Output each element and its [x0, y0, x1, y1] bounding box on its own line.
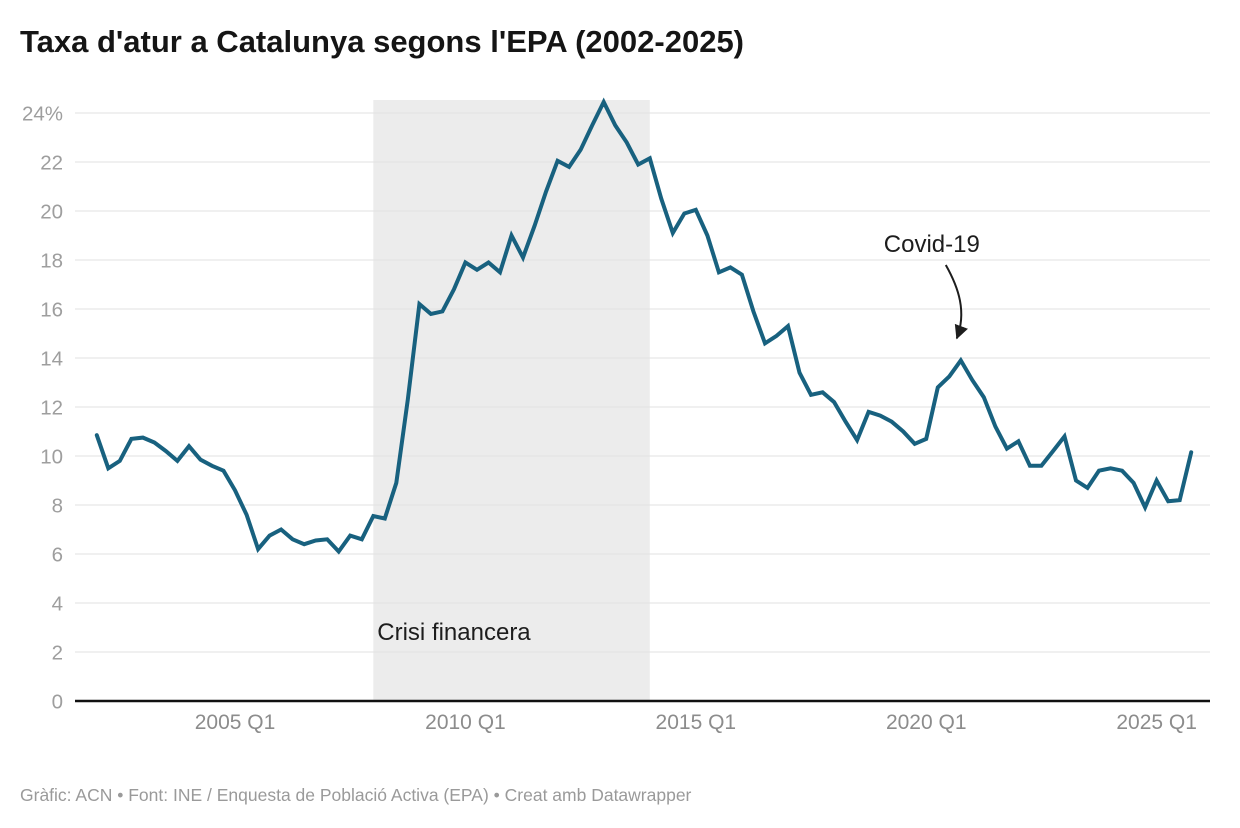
- y-axis-label-16: 16: [40, 299, 63, 322]
- unemployment-rate-line[interactable]: [94, 97, 1194, 555]
- x-axis-label-2005-Q1: 2005 Q1: [195, 711, 276, 734]
- x-axis-label-2025-Q1: 2025 Q1: [1116, 711, 1197, 734]
- covid-arrow: [944, 264, 968, 340]
- covid-annotation-label: Covid-19: [884, 231, 980, 258]
- crisis-band-label: Crisi financera: [377, 619, 531, 646]
- y-axis-label-10: 10: [40, 446, 63, 469]
- y-axis-label-4: 4: [52, 593, 63, 616]
- y-axis-label-14: 14: [40, 348, 63, 371]
- y-axis-label-8: 8: [52, 495, 63, 518]
- y-axis-label-18: 18: [40, 250, 63, 273]
- chart-footer-byline: Gràfic: ACN • Font: INE / Enquesta de Po…: [20, 785, 692, 805]
- y-axis-label-22: 22: [40, 152, 63, 175]
- y-axis-label-12: 12: [40, 397, 63, 420]
- y-axis-label-6: 6: [52, 544, 63, 567]
- x-axis-label-2020-Q1: 2020 Q1: [886, 711, 967, 734]
- x-axis-label-2010-Q1: 2010 Q1: [425, 711, 506, 734]
- y-axis-label-0: 0: [52, 691, 63, 714]
- crisis-band: [373, 100, 650, 701]
- y-axis-label-2: 2: [52, 642, 63, 665]
- chart-title: Taxa d'atur a Catalunya segons l'EPA (20…: [20, 24, 745, 59]
- x-axis-label-2015-Q1: 2015 Q1: [656, 711, 737, 734]
- y-axis-label-24: 24%: [22, 103, 63, 126]
- y-axis-label-20: 20: [40, 201, 63, 224]
